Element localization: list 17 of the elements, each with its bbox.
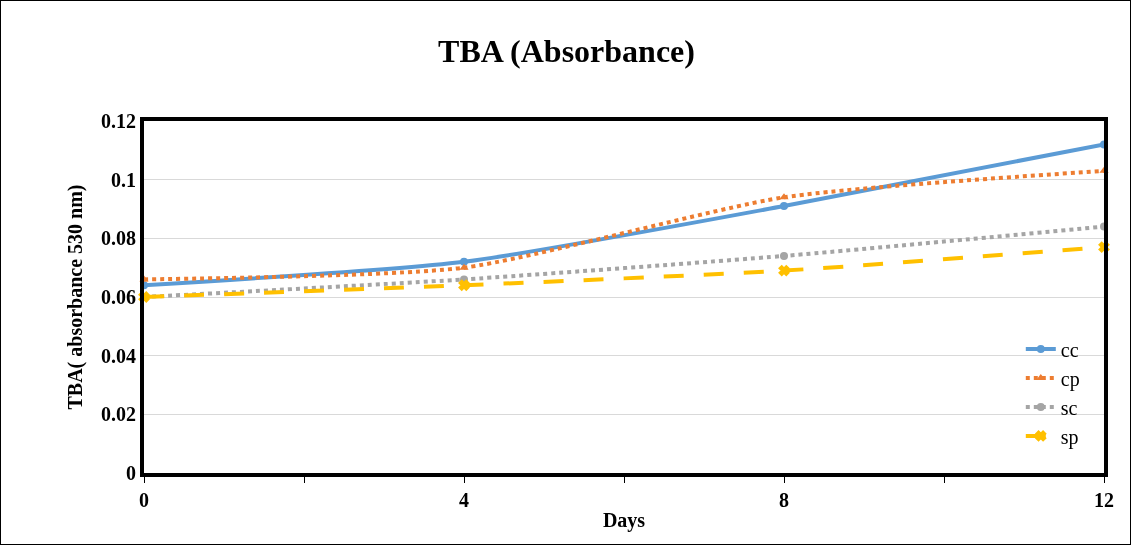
legend-label: sc (1060, 396, 1078, 419)
y-tick-label: 0.1 (111, 168, 136, 191)
y-tick-label: 0.04 (101, 344, 136, 367)
y-tick-label: 0 (126, 462, 136, 484)
x-tick-label: 8 (779, 489, 789, 511)
legend-label: cp (1060, 367, 1080, 391)
legend-label: sp (1060, 425, 1079, 449)
x-tick-label: 12 (1094, 489, 1114, 511)
y-tick-label: 0.08 (101, 227, 136, 250)
chart-title: TBA (Absorbance) (438, 32, 695, 69)
y-axis-title: TBA( absorbance 530 nm) (64, 184, 87, 410)
legend-label: cc (1060, 338, 1079, 361)
y-tick-label: 0.06 (101, 286, 136, 308)
y-tick-label: 0.12 (101, 110, 136, 132)
x-tick-label: 4 (459, 489, 469, 511)
x-axis-title: Days (602, 509, 646, 532)
y-tick-label: 0.02 (101, 403, 136, 426)
